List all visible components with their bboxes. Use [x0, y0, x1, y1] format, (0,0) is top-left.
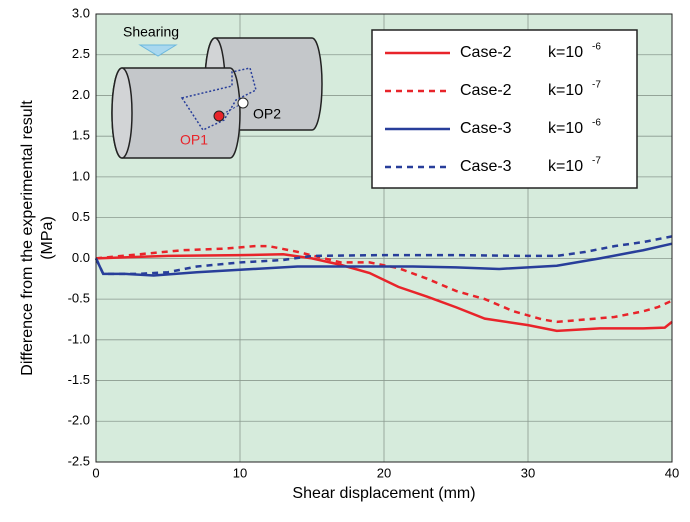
x-tick-label: 10 [233, 465, 247, 480]
y-tick-label: -2.5 [68, 453, 90, 468]
legend-label: -7 [592, 156, 601, 167]
legend [371, 29, 638, 189]
plot-frame [95, 13, 673, 463]
series-line [95, 253, 673, 333]
annotation: OP2 [253, 106, 281, 122]
y-tick-label: -2.0 [68, 413, 90, 428]
y-tick-label: 3.0 [72, 5, 90, 20]
y-tick-label: 2.0 [72, 87, 90, 102]
legend-label: -6 [592, 42, 601, 53]
legend-label: Case-3 [460, 158, 512, 175]
y-axis-label: Difference from the experimental result [19, 100, 36, 376]
y-tick-label: 1.0 [72, 168, 90, 183]
x-tick-label: 20 [377, 465, 391, 480]
legend-label: Case-3 [460, 120, 512, 137]
legend-label: k=10 [548, 82, 583, 99]
y-tick-label: 2.5 [72, 46, 90, 61]
y-axis-label: (MPa) [39, 216, 56, 260]
y-tick-label: 0.0 [72, 250, 90, 265]
y-tick-label: -1.0 [68, 331, 90, 346]
x-tick-label: 40 [665, 465, 679, 480]
y-tick-label: 1.5 [72, 128, 90, 143]
x-axis-label: Shear displacement (mm) [292, 485, 475, 502]
series-line [95, 244, 673, 324]
legend-label: k=10 [548, 44, 583, 61]
legend-label: k=10 [548, 120, 583, 137]
legend-label: -7 [592, 80, 601, 91]
x-tick-label: 0 [92, 465, 99, 480]
y-tick-label: -0.5 [68, 291, 90, 306]
annotation: OP1 [180, 132, 208, 148]
annotation: Shearing [123, 24, 179, 40]
legend-label: Case-2 [460, 82, 512, 99]
y-tick-label: -1.5 [68, 372, 90, 387]
series-line [94, 235, 673, 276]
legend-label: Case-2 [460, 44, 512, 61]
y-tick-label: 0.5 [72, 209, 90, 224]
inset-diagram: Shearing OP1 OP2 [111, 24, 323, 159]
legend-label: k=10 [548, 158, 583, 175]
x-tick-label: 30 [521, 465, 535, 480]
legend-label: -6 [592, 118, 601, 129]
